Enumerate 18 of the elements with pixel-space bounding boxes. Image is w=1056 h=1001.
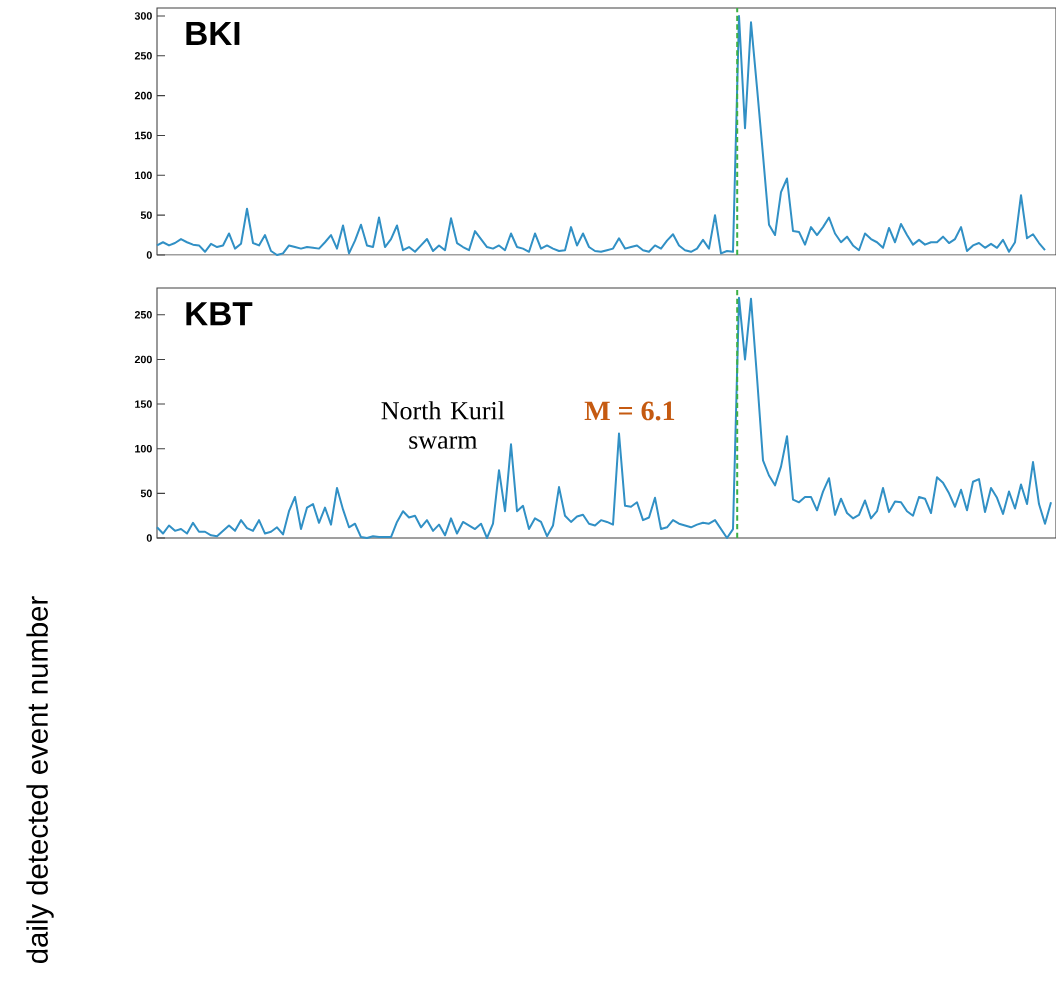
chart-title: KBT — [186, 302, 253, 326]
y-tick-label: 250 — [134, 52, 152, 60]
y-tick-label: 0 — [146, 534, 152, 542]
y-tick-label: 50 — [140, 489, 152, 498]
y-tick-label: 100 — [135, 444, 152, 453]
y-tick-label: 150 — [135, 131, 152, 140]
y-tick-label: 100 — [135, 171, 152, 180]
chart-title: BKI — [186, 21, 240, 45]
annotation: M = 6.1 — [584, 401, 675, 421]
y-tick-label: 0 — [146, 251, 152, 259]
y-tick-label: 200 — [134, 355, 152, 364]
annotation: North Kuril swarm — [381, 401, 505, 449]
y-tick-label: 150 — [135, 400, 152, 408]
y-tick-label: 200 — [134, 91, 152, 100]
y-tick-label: 300 — [134, 12, 152, 20]
y-tick-label: 250 — [134, 311, 152, 319]
y-axis-title: daily detected event number — [26, 596, 54, 964]
y-tick-label: 50 — [140, 211, 152, 219]
